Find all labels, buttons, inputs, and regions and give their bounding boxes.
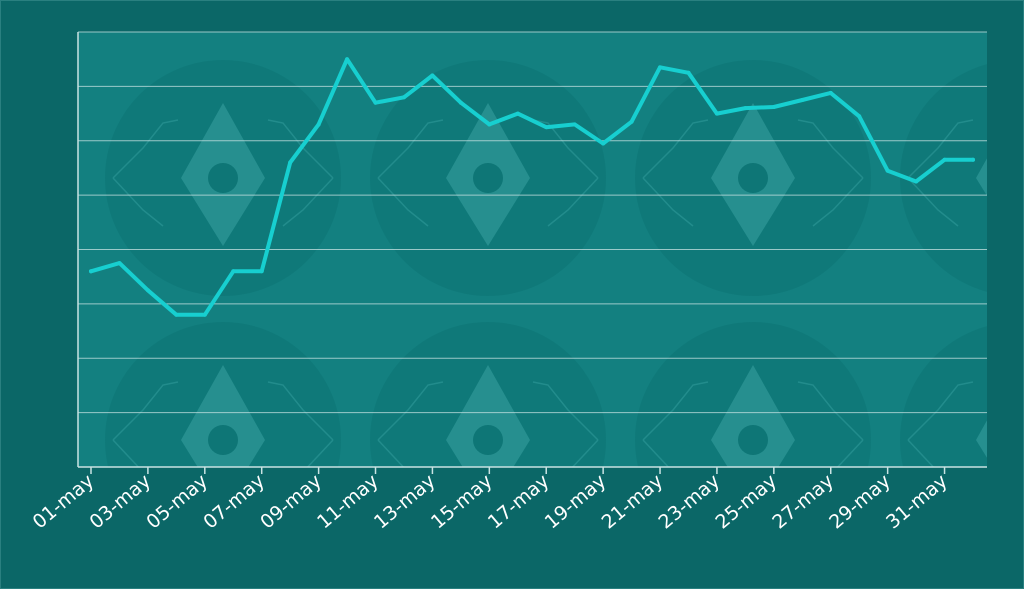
data-point — [202, 312, 207, 317]
watermark-diamond — [976, 420, 987, 458]
x-tick-labels: 01-may03-may05-may07-may09-may11-may13-m… — [29, 470, 952, 533]
data-point — [885, 168, 890, 173]
x-tick-label: 21-may — [598, 470, 668, 533]
watermark-diamond — [181, 365, 265, 467]
data-point — [174, 312, 179, 317]
watermark-circuit — [642, 119, 864, 227]
watermark-hole — [208, 425, 238, 455]
data-point — [828, 90, 833, 95]
watermark-hole — [738, 163, 768, 193]
watermark-hole — [208, 163, 238, 193]
ethereum-diamond-icon — [900, 64, 1024, 292]
watermark-circuit — [112, 381, 334, 467]
x-tick-label: 23-may — [655, 470, 725, 533]
data-point — [373, 100, 378, 105]
series-layer — [89, 57, 975, 317]
x-tick-label: 17-may — [484, 470, 554, 533]
watermark-hole — [473, 163, 503, 193]
x-tick-label: 01-may — [29, 470, 99, 533]
watermark-hole — [738, 425, 768, 455]
data-point — [117, 261, 122, 266]
data-point — [942, 157, 947, 162]
data-point — [857, 114, 862, 119]
x-tick-label: 15-may — [427, 470, 497, 533]
watermark-circuit — [377, 381, 599, 467]
x-tick-label: 19-may — [541, 470, 611, 533]
data-point — [259, 269, 264, 274]
data-point — [458, 100, 463, 105]
data-point — [914, 179, 919, 184]
data-point — [288, 160, 293, 165]
series-line — [89, 57, 975, 317]
data-point — [487, 122, 492, 127]
x-tick-label: 29-may — [825, 470, 895, 533]
data-point — [544, 125, 549, 130]
watermark-circuit — [907, 119, 974, 227]
ethereum-diamond-icon — [370, 60, 606, 296]
watermark-circuit — [907, 381, 974, 467]
data-point — [743, 106, 748, 111]
x-tick-label: 07-may — [199, 470, 269, 533]
ethereum-diamond-icon — [900, 326, 1024, 467]
x-tick-label: 25-may — [711, 470, 781, 533]
data-point — [601, 141, 606, 146]
x-tick-label: 09-may — [256, 470, 326, 533]
data-point — [345, 57, 350, 62]
data-point — [515, 111, 520, 116]
watermark-disc — [900, 64, 987, 292]
x-tick-label: 11-may — [313, 470, 383, 533]
data-point — [89, 269, 93, 274]
data-point — [572, 122, 577, 127]
data-point — [658, 65, 663, 70]
data-point — [145, 288, 150, 293]
x-tick-label: 03-may — [85, 470, 155, 533]
x-tick-label: 13-may — [370, 470, 440, 533]
data-point — [430, 73, 435, 78]
x-tick-label: 27-may — [768, 470, 838, 533]
data-point — [629, 119, 634, 124]
watermark-circuit — [112, 119, 334, 227]
gridlines — [78, 31, 987, 414]
data-point — [800, 97, 805, 102]
watermark-hole — [473, 425, 503, 455]
data-point — [316, 122, 321, 127]
watermark-diamond — [976, 158, 987, 196]
x-tick-label: 05-may — [142, 470, 212, 533]
watermark-disc — [900, 326, 987, 467]
ethereum-diamond-icon — [635, 60, 871, 296]
watermark-diamond — [711, 365, 795, 467]
watermark-circuit — [377, 119, 599, 227]
data-point — [231, 269, 236, 274]
axes — [77, 32, 987, 474]
data-point — [686, 70, 691, 75]
data-point — [971, 157, 975, 162]
data-point — [771, 105, 776, 110]
watermark-hole — [1003, 425, 1024, 455]
data-point — [714, 111, 719, 116]
ethereum-diamond-icon — [105, 60, 341, 296]
watermark-circuit — [642, 381, 864, 467]
data-point — [401, 95, 406, 100]
watermark-diamond — [446, 365, 530, 467]
watermark-hole — [1003, 163, 1024, 193]
x-tick-label: 31-may — [882, 470, 952, 533]
